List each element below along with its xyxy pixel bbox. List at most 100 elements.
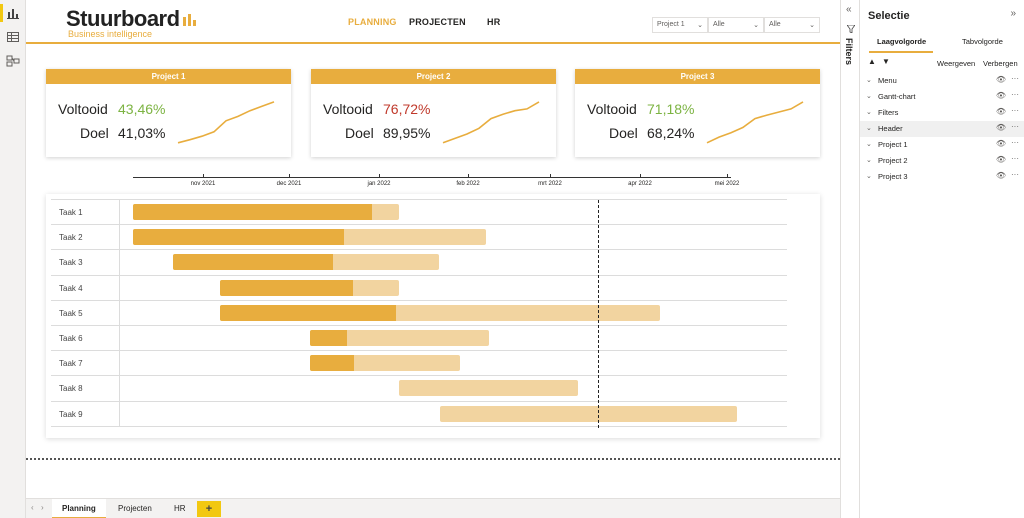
model-view-icon[interactable] <box>6 54 20 68</box>
slicer-filter-3[interactable]: Alle ⌄ <box>764 17 820 33</box>
gantt-row[interactable]: Taak 5 <box>51 299 787 326</box>
more-options-icon[interactable]: ··· <box>1011 122 1019 131</box>
layer-item[interactable]: ⌄ Project 3 👁 ··· <box>860 169 1024 185</box>
timeline-tick <box>640 174 641 178</box>
layer-item[interactable]: ⌄ Header 👁 ··· <box>860 121 1024 137</box>
task-progress-bar[interactable] <box>219 304 396 321</box>
project-card-title: Project 3 <box>575 69 820 84</box>
layer-item[interactable]: ⌄ Gantt-chart 👁 ··· <box>860 89 1024 105</box>
slicer-project[interactable]: Project 1 ⌄ <box>652 17 708 33</box>
gantt-chart[interactable]: Taak 1 Taak 2 Taak 3 Taak 4 Taak 5 Taak 6 Taak… <box>46 194 820 438</box>
chevron-down-icon[interactable]: ⌄ <box>866 109 872 116</box>
nav-planning[interactable]: PLANNING <box>348 17 397 27</box>
hide-all-button[interactable]: Verbergen <box>983 59 1018 68</box>
tab-tabvolgorde[interactable]: Tabvolgorde <box>962 37 1003 46</box>
timeline-label: apr 2022 <box>628 181 652 187</box>
move-up-icon[interactable]: ▲ <box>868 57 876 66</box>
page-tab-projecten[interactable]: Projecten <box>118 504 152 513</box>
nav-hr[interactable]: HR <box>487 17 501 27</box>
page-bottom-guide <box>26 458 840 460</box>
task-progress-bar[interactable] <box>133 204 372 220</box>
layer-item[interactable]: ⌄ Project 1 👁 ··· <box>860 137 1024 153</box>
task-progress-bar[interactable] <box>173 254 333 271</box>
row-separator <box>119 200 120 225</box>
chevron-down-icon[interactable]: ⌄ <box>866 125 872 132</box>
chevron-down-icon[interactable]: ⌄ <box>866 141 872 148</box>
tab-laagvolgorde[interactable]: Laagvolgorde <box>877 37 927 46</box>
more-options-icon[interactable]: ··· <box>1011 74 1019 83</box>
gantt-row[interactable]: Taak 1 <box>51 199 787 225</box>
project-card-1[interactable]: Project 1 Voltooid 43,46% Doel 41,03% <box>46 69 291 157</box>
task-progress-bar[interactable] <box>309 355 355 372</box>
visibility-eye-icon[interactable]: 👁 <box>995 75 1006 84</box>
voltooid-label: Voltooid <box>587 101 637 117</box>
row-separator <box>119 300 120 326</box>
report-view-icon[interactable] <box>6 6 20 20</box>
page-tab-hr[interactable]: HR <box>174 504 186 513</box>
trend-line <box>442 101 540 144</box>
chevron-down-icon[interactable]: ⌄ <box>866 173 872 180</box>
task-progress-bar[interactable] <box>309 330 347 346</box>
next-page-icon[interactable]: › <box>41 503 44 512</box>
visibility-eye-icon[interactable]: 👁 <box>995 139 1006 148</box>
add-page-button[interactable]: + <box>197 501 221 517</box>
visibility-eye-icon[interactable]: 👁 <box>995 91 1006 100</box>
gantt-row[interactable]: Taak 4 <box>51 274 787 301</box>
filters-pane-collapsed[interactable]: « Filters <box>840 0 860 518</box>
timeline-tick <box>550 174 551 178</box>
task-progress-bar[interactable] <box>219 279 354 296</box>
prev-page-icon[interactable]: ‹ <box>31 503 34 512</box>
timeline-label: mei 2022 <box>714 181 740 187</box>
visibility-eye-icon[interactable]: 👁 <box>995 107 1006 116</box>
more-options-icon[interactable]: ··· <box>1011 170 1019 179</box>
selection-pane-title: Selectie <box>868 10 910 22</box>
gantt-row[interactable]: Taak 2 <box>51 224 787 251</box>
task-name: Taak 4 <box>59 283 83 293</box>
layer-item[interactable]: ⌄ Project 2 👁 ··· <box>860 153 1024 169</box>
chevron-down-icon[interactable]: ⌄ <box>866 93 872 100</box>
doel-label: Doel <box>345 125 374 141</box>
task-name: Taak 2 <box>59 233 83 243</box>
gantt-row[interactable]: Taak 6 <box>51 325 787 351</box>
timeline-label: nov 2021 <box>190 181 216 187</box>
more-options-icon[interactable]: ··· <box>1011 138 1019 147</box>
more-options-icon[interactable]: ··· <box>1011 106 1019 115</box>
data-view-icon[interactable] <box>6 30 20 44</box>
project-card-title: Project 2 <box>311 69 556 84</box>
voltooid-label: Voltooid <box>58 101 108 117</box>
row-separator <box>119 351 120 377</box>
task-bar[interactable] <box>398 380 579 397</box>
task-name: Taak 6 <box>59 334 83 343</box>
slicer-filter-2[interactable]: Alle ⌄ <box>708 17 764 33</box>
more-options-icon[interactable]: ··· <box>1011 90 1019 99</box>
show-all-button[interactable]: Weergeven <box>937 59 976 68</box>
gantt-row[interactable]: Taak 8 <box>51 375 787 402</box>
layer-item[interactable]: ⌄ Filters 👁 ··· <box>860 105 1024 121</box>
gantt-row[interactable]: Taak 7 <box>51 350 787 377</box>
move-down-icon[interactable]: ▼ <box>882 57 890 66</box>
visibility-eye-icon[interactable]: 👁 <box>995 171 1006 180</box>
collapse-pane-icon[interactable]: » <box>1010 8 1016 19</box>
visibility-eye-icon[interactable]: 👁 <box>995 155 1006 164</box>
expand-chevron-icon[interactable]: « <box>846 4 852 15</box>
gantt-row[interactable]: Taak 9 <box>51 400 787 427</box>
task-bar[interactable] <box>309 330 490 346</box>
more-options-icon[interactable]: ··· <box>1011 154 1019 163</box>
doel-value: 41,03% <box>118 125 166 141</box>
task-progress-bar[interactable] <box>133 229 345 246</box>
timeline-axis-line <box>133 177 731 178</box>
page-tab-planning[interactable]: Planning <box>52 499 106 518</box>
project-card-2[interactable]: Project 2 Voltooid 76,72% Doel 89,95% <box>311 69 556 157</box>
chevron-down-icon[interactable]: ⌄ <box>866 77 872 84</box>
visibility-eye-icon[interactable]: 👁 <box>995 123 1006 132</box>
voltooid-value: 71,18% <box>647 101 695 117</box>
gantt-row[interactable]: Taak 3 <box>51 249 787 276</box>
task-bar[interactable] <box>439 405 737 422</box>
task-name: Taak 1 <box>59 208 83 217</box>
chevron-down-icon[interactable]: ⌄ <box>866 157 872 164</box>
project-card-3[interactable]: Project 3 Voltooid 71,18% Doel 68,24% <box>575 69 820 157</box>
nav-projecten[interactable]: PROJECTEN <box>409 17 466 27</box>
layer-item[interactable]: ⌄ Menu 👁 ··· <box>860 73 1024 89</box>
doel-value: 68,24% <box>647 125 695 141</box>
row-separator <box>119 376 120 402</box>
